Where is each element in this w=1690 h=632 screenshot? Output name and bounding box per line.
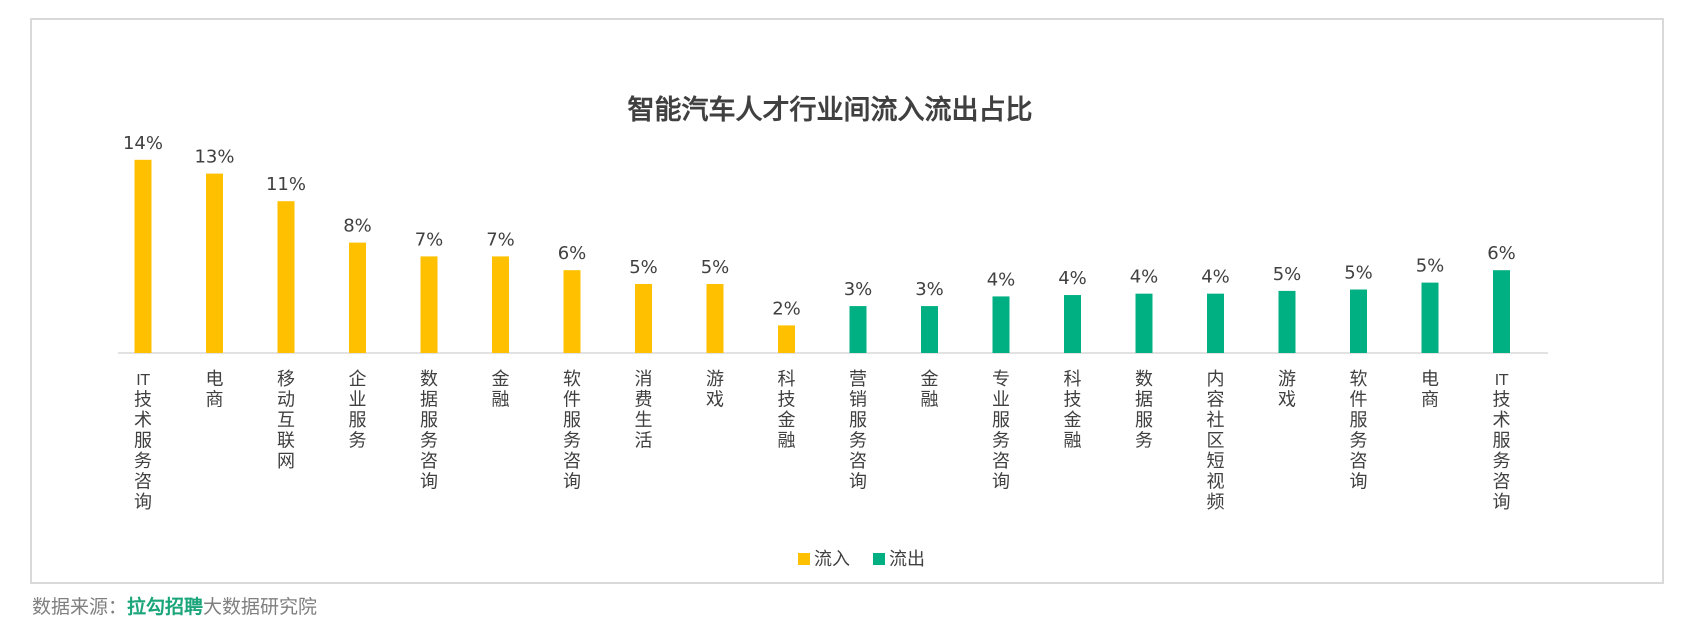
data-label-inflow-8: 5% xyxy=(629,257,658,278)
data-label-inflow-1: 14% xyxy=(123,133,163,154)
legend-label-inflow: 流入 xyxy=(814,549,850,570)
category-label-18: 软件服务咨询 xyxy=(1350,369,1368,493)
category-label-3: 移动互联网 xyxy=(277,369,295,472)
category-label-16: 内容社区短视频 xyxy=(1207,369,1225,513)
data-label-outflow-2: 3% xyxy=(915,279,944,300)
data-label-outflow-1: 3% xyxy=(844,279,873,300)
source-prefix: 数据来源： xyxy=(32,596,128,618)
category-label-2: 电商 xyxy=(206,369,224,411)
data-label-inflow-9: 5% xyxy=(701,257,730,278)
data-label-outflow-7: 5% xyxy=(1273,264,1302,285)
chart-title: 智能汽车人才行业间流入流出占比 xyxy=(628,94,1033,126)
bar-inflow-4 xyxy=(349,242,366,353)
bar-inflow-2 xyxy=(206,173,223,353)
category-label-6: 金融 xyxy=(492,369,510,411)
data-label-inflow-5: 7% xyxy=(415,229,444,250)
data-label-outflow-4: 4% xyxy=(1058,268,1087,289)
category-labels-group: IT 技术服务咨询 电商 移动互联网 企业服务 数据服务咨询 金融 软件服务咨询 消费生活 游戏 科… xyxy=(134,369,1511,513)
category-label-4: 企业服务 xyxy=(349,369,367,452)
category-label-15: 数据服务 xyxy=(1135,369,1153,452)
data-label-outflow-8: 5% xyxy=(1344,263,1373,284)
bar-outflow-1 xyxy=(849,306,867,353)
bar-inflow-1 xyxy=(134,159,152,353)
category-label-20: IT 技术服务咨询 xyxy=(1493,371,1511,513)
bar-inflow-10 xyxy=(778,325,795,353)
category-label-10: 科技金融 xyxy=(778,369,796,452)
chart-frame xyxy=(30,18,1664,584)
category-label-13: 专业服务咨询 xyxy=(992,369,1010,493)
category-label-9: 游戏 xyxy=(706,369,724,411)
data-label-inflow-2: 13% xyxy=(194,147,234,168)
data-label-inflow-6: 7% xyxy=(486,229,515,250)
category-label-8: 消费生活 xyxy=(635,369,653,452)
bar-outflow-6 xyxy=(1207,293,1224,353)
data-label-outflow-5: 4% xyxy=(1130,267,1159,288)
bar-inflow-3 xyxy=(277,201,295,353)
category-label-19: 电商 xyxy=(1421,369,1439,411)
bar-inflow-6 xyxy=(492,256,509,353)
data-label-inflow-3: 11% xyxy=(266,174,306,195)
bar-outflow-5 xyxy=(1135,293,1153,353)
data-label-inflow-10: 2% xyxy=(772,298,801,319)
category-label-11: 营销服务咨询 xyxy=(849,369,867,493)
bar-inflow-9 xyxy=(706,284,724,353)
legend-swatch-outflow xyxy=(873,553,885,565)
legend-label-outflow: 流出 xyxy=(889,549,925,570)
category-label-14: 科技金融 xyxy=(1064,369,1082,452)
bar-outflow-10 xyxy=(1493,270,1510,353)
source-brand: 拉勾招聘 xyxy=(127,596,204,618)
bar-outflow-2 xyxy=(921,306,938,353)
source-suffix: 大数据研究院 xyxy=(203,596,318,618)
category-label-1: IT 技术服务咨询 xyxy=(134,371,152,513)
bar-outflow-8 xyxy=(1350,289,1367,353)
data-label-outflow-6: 4% xyxy=(1201,267,1230,288)
data-label-inflow-4: 8% xyxy=(343,216,372,237)
bar-outflow-3 xyxy=(992,296,1010,353)
category-label-5: 数据服务咨询 xyxy=(420,369,438,493)
data-label-outflow-3: 4% xyxy=(987,269,1016,290)
category-label-17: 游戏 xyxy=(1278,369,1296,411)
category-label-12: 金融 xyxy=(921,369,939,411)
bar-outflow-4 xyxy=(1064,295,1081,353)
bar-inflow-7 xyxy=(563,270,581,353)
category-label-7: 软件服务咨询 xyxy=(563,369,581,493)
data-source-note: 数据来源：拉勾招聘大数据研究院 xyxy=(32,592,317,619)
data-label-inflow-7: 6% xyxy=(558,243,587,264)
bar-inflow-8 xyxy=(635,284,652,353)
data-label-outflow-9: 5% xyxy=(1416,256,1445,277)
bar-outflow-7 xyxy=(1278,290,1296,353)
bars-group xyxy=(134,159,1510,353)
data-label-outflow-10: 6% xyxy=(1487,243,1516,264)
value-labels-group: 14% 13% 11% 8% 7% 7% 6% 5% 5% 2% 3% 3% 4% 4% 4% 4% 5% 5% 5… xyxy=(123,133,1516,320)
legend-swatch-inflow xyxy=(798,553,810,565)
bar-inflow-5 xyxy=(420,256,438,353)
bar-outflow-9 xyxy=(1421,282,1439,353)
legend: 流入 流出 xyxy=(798,549,925,570)
